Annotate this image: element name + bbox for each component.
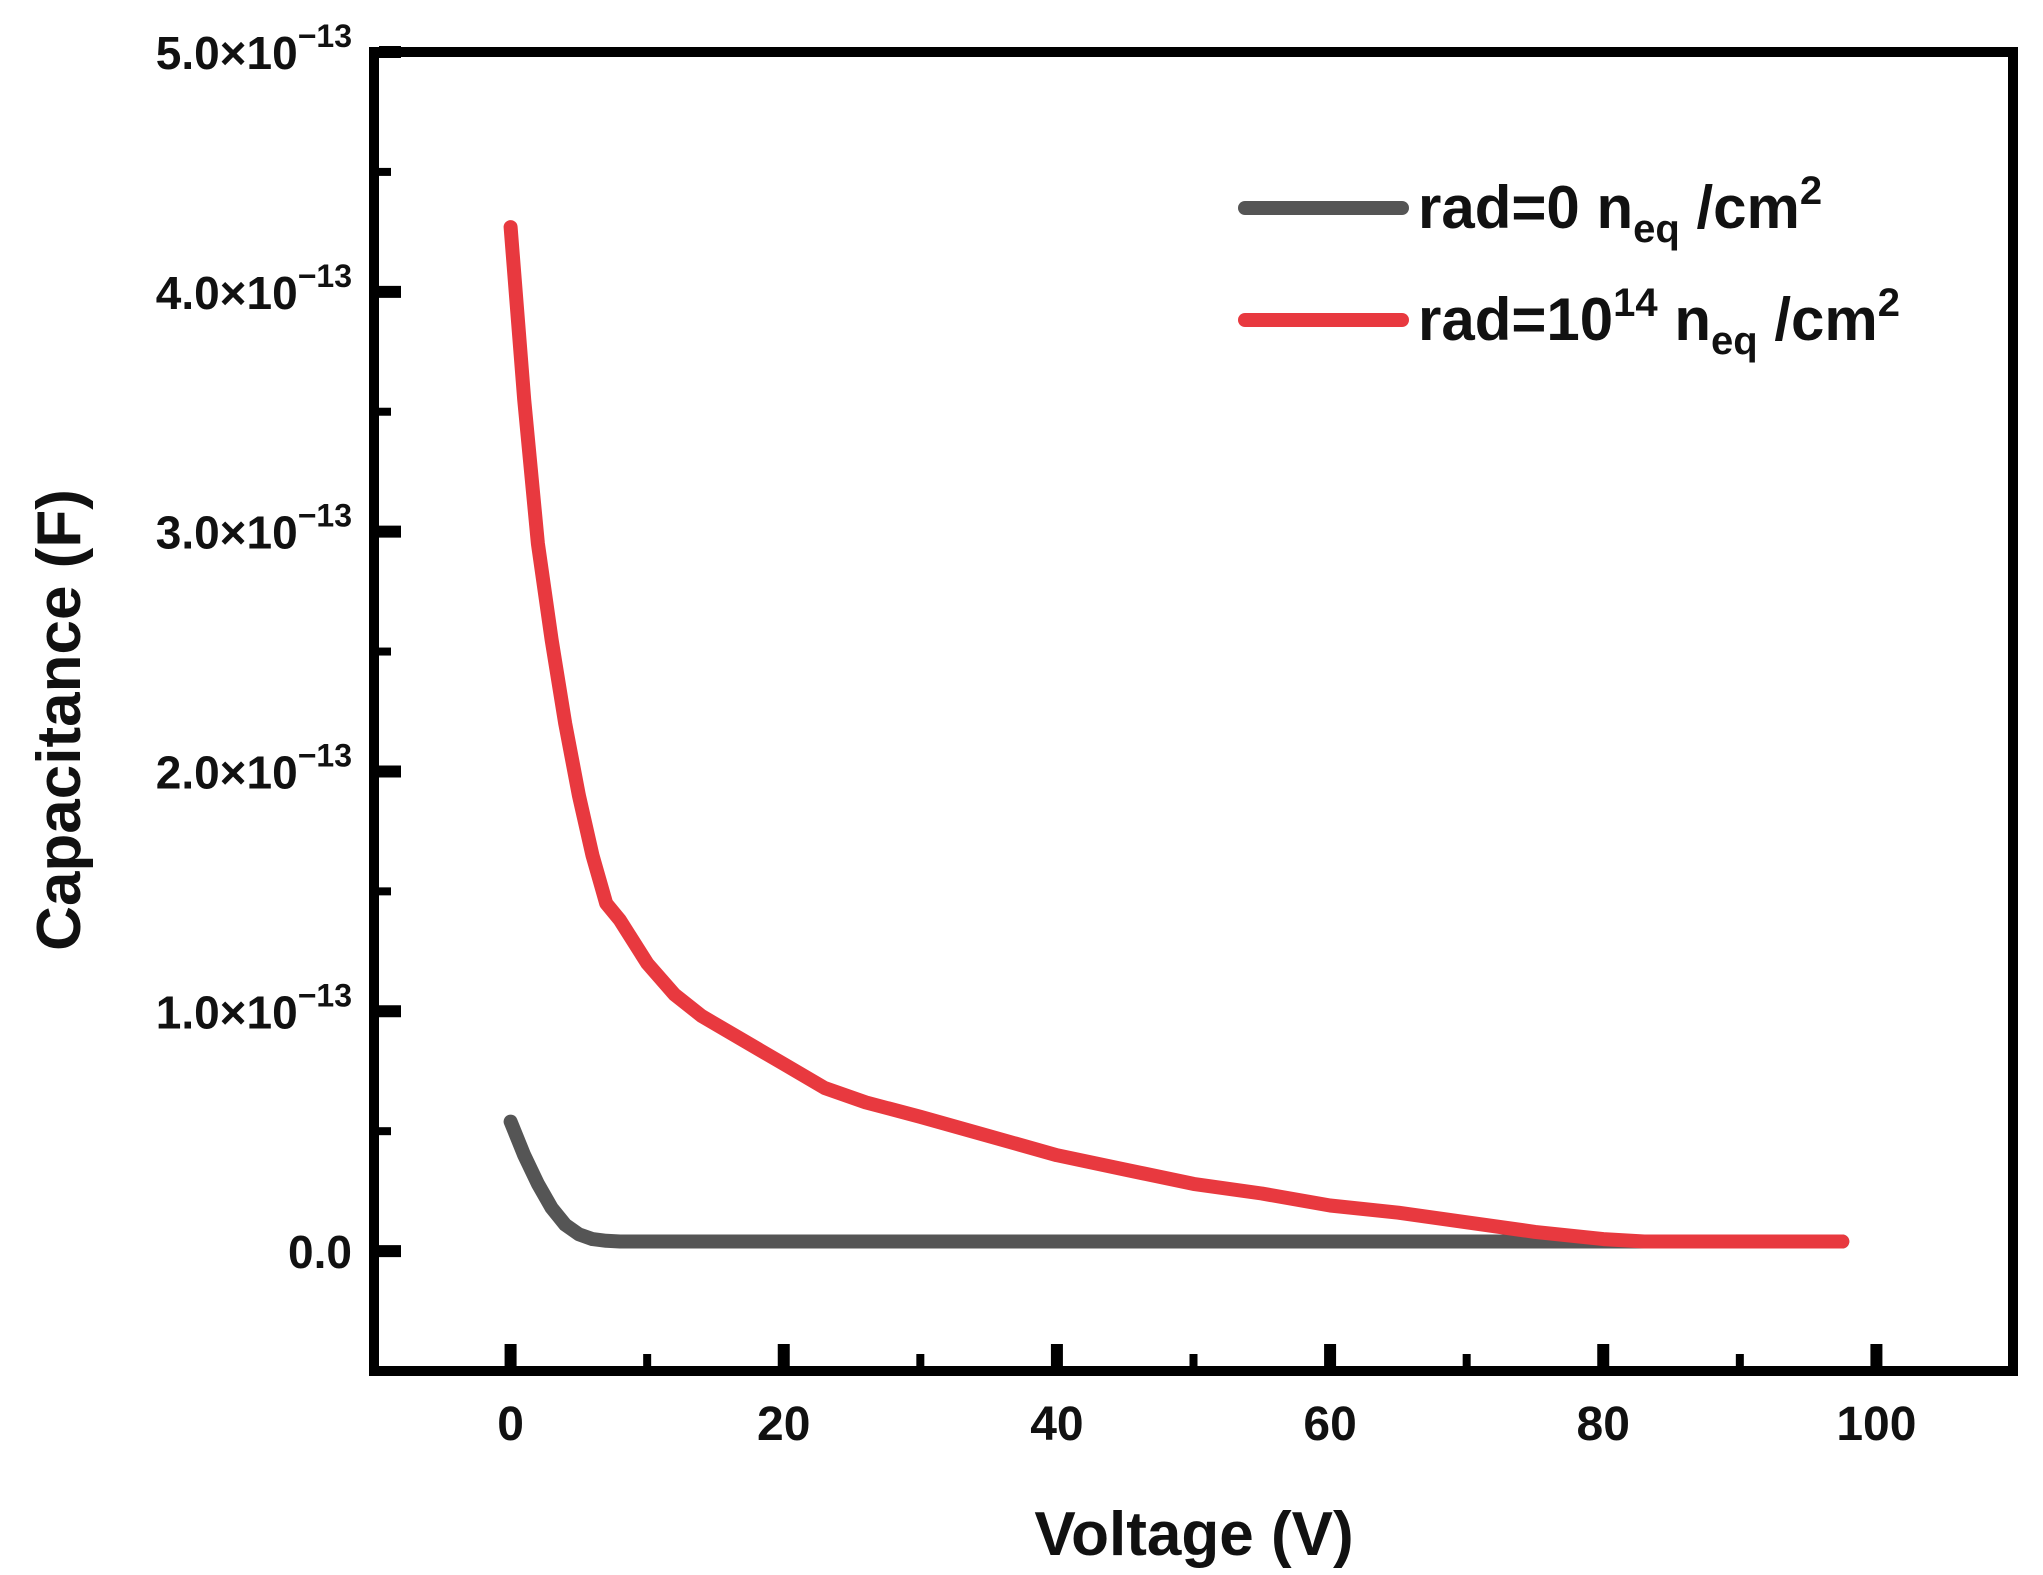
y-tick-label-4: 4.0×10−13 xyxy=(156,258,352,319)
y-axis-tick-labels: 0.0 1.0×10−13 2.0×10−13 3.0×10−13 4.0×10−13 5… xyxy=(156,18,352,1278)
x-axis-title: Voltage (V) xyxy=(1034,1500,1353,1569)
legend: rad=0 neq /cm2 rad=1014 neq /cm2 xyxy=(1238,169,1900,363)
x-tick-label-60: 60 xyxy=(1303,1398,1356,1451)
x-axis-tick-labels: 0 20 40 60 80 100 xyxy=(497,1398,1916,1451)
x-tick-label-20: 20 xyxy=(757,1398,810,1451)
x-tick-label-80: 80 xyxy=(1577,1398,1630,1451)
y-tick-label-5: 5.0×10−13 xyxy=(156,18,352,79)
series-layer xyxy=(503,220,1850,1249)
y-axis-ticks xyxy=(379,46,401,1258)
x-tick-label-40: 40 xyxy=(1030,1398,1083,1451)
series-line-0 xyxy=(503,1114,1850,1249)
x-tick-label-100: 100 xyxy=(1836,1398,1916,1451)
y-tick-label-2: 2.0×10−13 xyxy=(156,737,352,798)
y-tick-label-3: 3.0×10−13 xyxy=(156,498,352,559)
series-line-1 xyxy=(503,220,1850,1249)
x-axis-ticks xyxy=(504,1344,1883,1366)
y-tick-label-0: 0.0 xyxy=(288,1226,352,1278)
legend-label-rad1e14: rad=1014 neq /cm2 xyxy=(1418,281,1900,363)
x-tick-label-0: 0 xyxy=(497,1398,524,1451)
legend-label-rad0: rad=0 neq /cm2 xyxy=(1418,169,1822,251)
y-axis-title: Capacitance (F) xyxy=(25,489,94,951)
y-tick-label-1: 1.0×10−13 xyxy=(156,977,352,1038)
plot-frame xyxy=(369,47,2018,1376)
